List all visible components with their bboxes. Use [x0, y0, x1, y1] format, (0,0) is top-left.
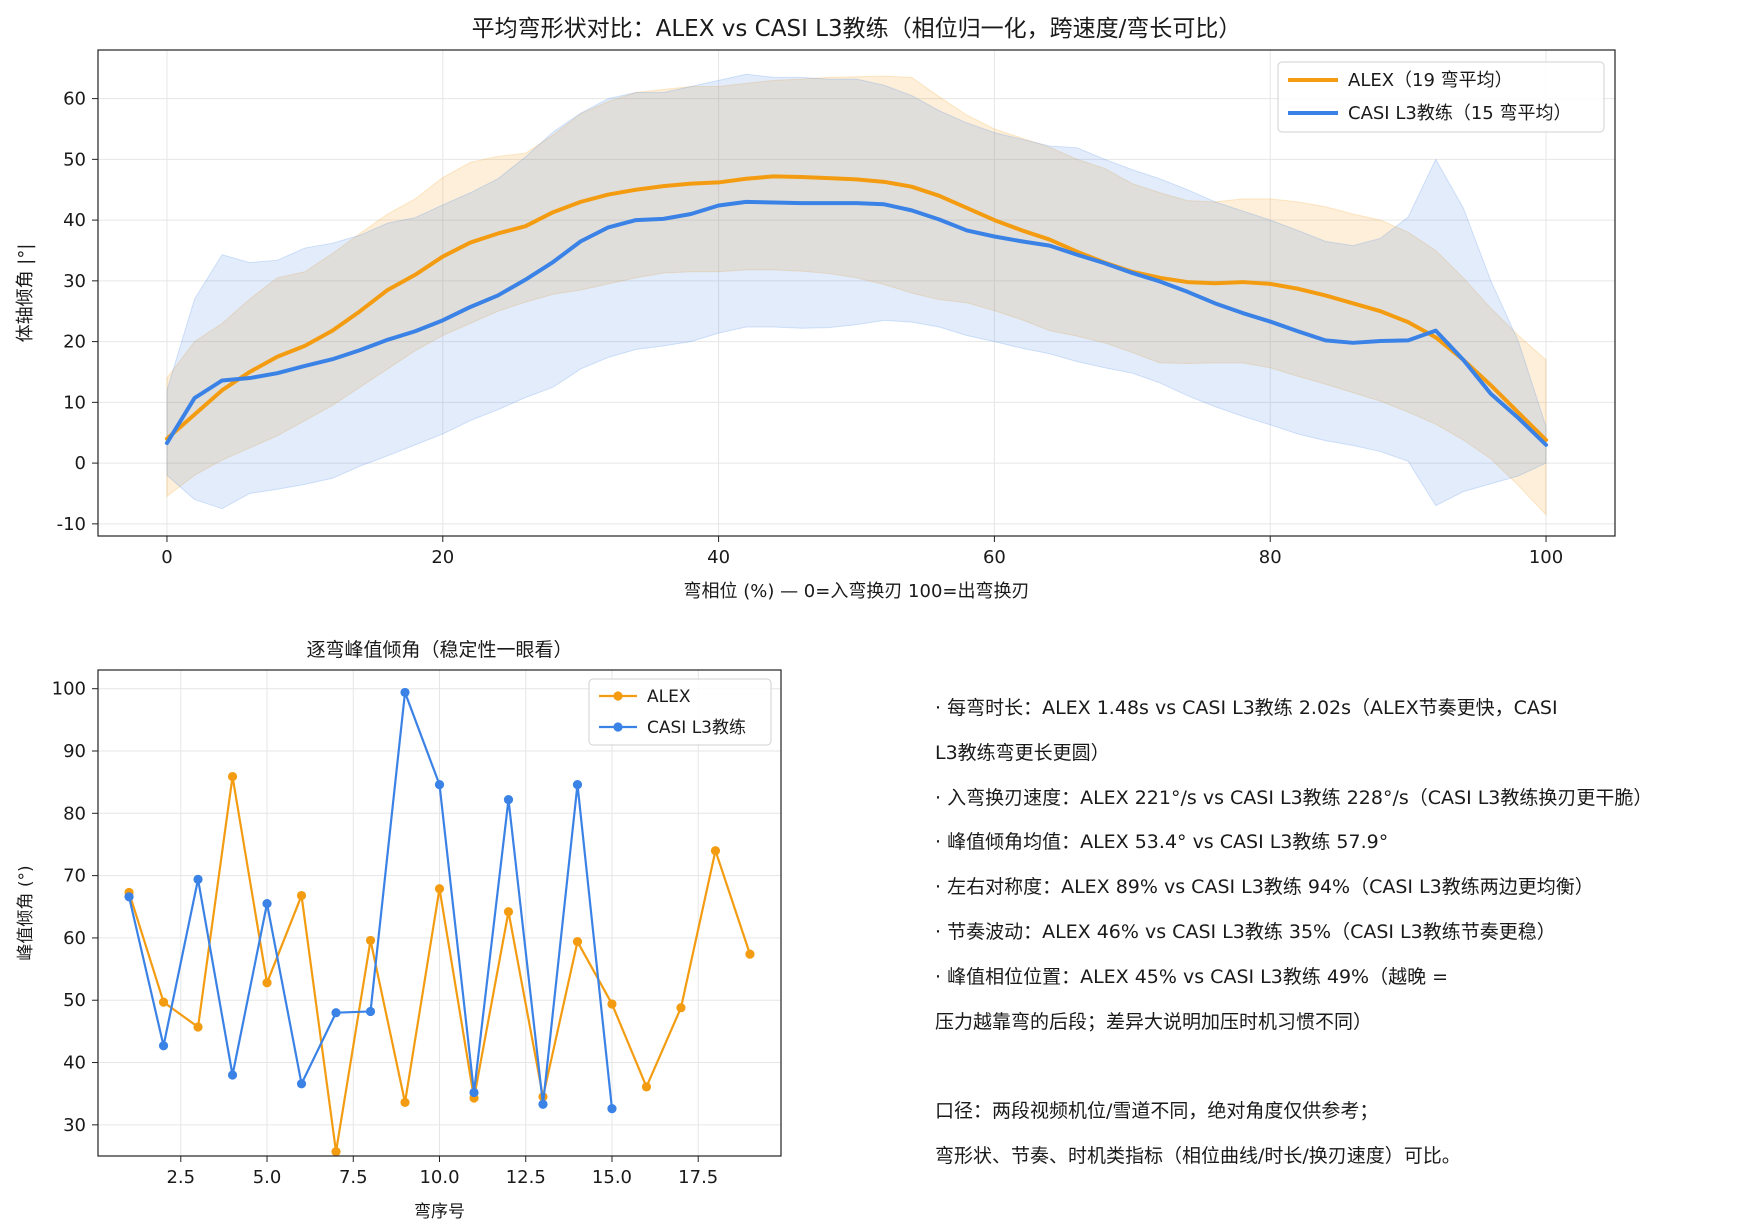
data-point	[710, 846, 721, 856]
data-point	[572, 780, 583, 790]
legend-label-casi: CASI L3教练（15 弯平均）	[1348, 103, 1571, 124]
note-line: 压力越靠弯的后段；差异大说明加压时机习惯不同）	[935, 1010, 1373, 1033]
band-alex	[166, 75, 1547, 516]
y-axis-label: 体轴倾角 |°|	[15, 244, 36, 343]
data-point	[469, 1087, 479, 1098]
y-tick-label: 10	[63, 392, 86, 413]
y-tick-label: 40	[63, 210, 86, 231]
legend-marker	[613, 722, 623, 732]
y-tick-label: 0	[75, 453, 86, 474]
y-tick-label: 70	[63, 866, 86, 887]
note-line: · 峰值相位位置：ALEX 45% vs CASI L3教练 49%（越晚 =	[935, 965, 1449, 988]
legend: ALEX（19 弯平均） CASI L3教练（15 弯平均）	[1277, 61, 1605, 133]
legend: ALEX CASI L3教练	[588, 678, 772, 746]
y-tick-label: 60	[63, 89, 86, 110]
x-tick-label: 12.5	[506, 1167, 546, 1188]
y-tick-label: 40	[63, 1053, 86, 1074]
note-spacer	[935, 1044, 1725, 1089]
data-point	[538, 1099, 548, 1109]
note-line: · 峰值倾角均值：ALEX 53.4° vs CASI L3教练 57.9°	[935, 831, 1389, 854]
data-point	[676, 1003, 686, 1013]
note-line: L3教练弯更长更圆）	[935, 741, 1110, 764]
legend-box	[1277, 61, 1605, 133]
x-tick-label: 7.5	[339, 1167, 368, 1188]
data-point	[503, 795, 514, 805]
note-line: · 入弯换刃速度：ALEX 221°/s vs CASI L3教练 228°/s…	[935, 786, 1653, 809]
y-tick-label: 100	[52, 679, 86, 700]
y-tick-label: 60	[63, 928, 86, 949]
x-tick-label: 0	[161, 547, 172, 568]
series-line-alex	[164, 174, 1549, 443]
x-tick-label: 2.5	[166, 1167, 195, 1188]
data-point	[365, 935, 376, 946]
data-point	[400, 687, 410, 698]
data-point	[262, 978, 272, 988]
note-line: · 节奏波动：ALEX 46% vs CASI L3教练 35%（CASI L3…	[935, 920, 1556, 943]
chart-peak-angle-per-turn: 2.5 5.0 7.5 10.0 12.5 15.0 17.5 30 40 50 60 70 80 90 1…	[16, 639, 782, 1222]
y-tick-label: 30	[63, 1115, 86, 1136]
series-line-casi	[127, 691, 614, 1110]
y-axis-label: 峰值倾角 (°)	[16, 865, 36, 960]
data-point	[158, 997, 169, 1007]
x-axis-label: 弯相位 (%) — 0=入弯换刃 100=出弯换刃	[683, 581, 1029, 602]
note-line: 弯形状、节奏、时机类指标（相位曲线/时长/换刃速度）可比。	[935, 1144, 1461, 1167]
x-tick-label: 100	[1529, 547, 1563, 568]
x-tick-label: 5.0	[253, 1167, 282, 1188]
data-point	[607, 999, 617, 1009]
x-tick-label: 40	[707, 547, 730, 568]
x-tick-label: 10.0	[419, 1167, 459, 1188]
y-tick-label: -10	[57, 514, 86, 535]
chart-title: 平均弯形状对比：ALEX vs CASI L3教练（相位归一化，跨速度/弯长可比…	[472, 16, 1242, 42]
data-point	[607, 1104, 617, 1114]
series-line-casi	[164, 199, 1549, 447]
x-tick-label: 17.5	[678, 1167, 718, 1188]
legend-label-casi: CASI L3教练	[647, 718, 746, 738]
data-point	[503, 907, 514, 917]
x-axis-label: 弯序号	[414, 1202, 465, 1222]
data-point	[745, 949, 755, 959]
chart-avg-turn-shape: 0 20 40 60 80 100 -10 0 10 20 30 40 50 60 平均弯形状对比：ALEX…	[15, 16, 1616, 602]
y-tick-label: 30	[63, 271, 86, 292]
data-point	[193, 874, 203, 884]
data-point	[641, 1082, 652, 1092]
data-point	[262, 899, 272, 909]
data-point	[227, 1070, 238, 1080]
data-point	[572, 937, 583, 947]
data-point	[331, 1008, 341, 1018]
chart-title: 逐弯峰值倾角（稳定性一眼看）	[306, 639, 572, 661]
y-tick-label: 50	[63, 990, 86, 1011]
legend-label-alex: ALEX	[647, 687, 691, 707]
data-point	[124, 892, 134, 902]
data-point	[158, 1041, 169, 1051]
x-tick-label: 20	[431, 547, 454, 568]
x-tick-label: 80	[1259, 547, 1282, 568]
data-point	[227, 771, 238, 782]
x-tick-label: 60	[983, 547, 1006, 568]
data-point	[296, 890, 307, 901]
data-point	[434, 780, 445, 790]
data-point	[434, 884, 445, 894]
data-point	[365, 1006, 376, 1017]
band-casi	[166, 73, 1547, 510]
data-point	[400, 1097, 410, 1108]
y-tick-label: 20	[63, 332, 86, 353]
x-tick-label: 15.0	[592, 1167, 632, 1188]
data-point	[296, 1079, 307, 1089]
note-line: · 每弯时长：ALEX 1.48s vs CASI L3教练 2.02s（ALE…	[935, 697, 1558, 719]
plot-frame	[97, 49, 1616, 537]
legend-label-alex: ALEX（19 弯平均）	[1348, 70, 1513, 91]
y-tick-label: 90	[63, 741, 86, 762]
data-point	[193, 1022, 203, 1032]
note-line: · 左右对称度：ALEX 89% vs CASI L3教练 94%（CASI L…	[935, 876, 1594, 899]
legend-marker	[613, 691, 623, 701]
note-line: 口径：两段视频机位/雪道不同，绝对角度仅供参考；	[935, 1100, 1379, 1123]
summary-notes: · 每弯时长：ALEX 1.48s vs CASI L3教练 2.02s（ALE…	[935, 686, 1725, 1179]
y-tick-label: 80	[63, 803, 86, 824]
data-point	[331, 1147, 341, 1157]
y-tick-label: 50	[63, 149, 86, 170]
